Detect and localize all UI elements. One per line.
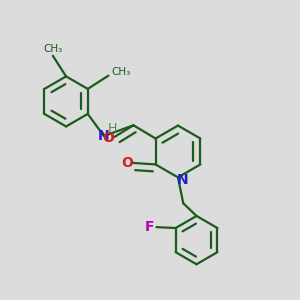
Text: CH₃: CH₃ bbox=[111, 67, 130, 77]
Text: CH₃: CH₃ bbox=[43, 44, 62, 54]
Text: H: H bbox=[107, 122, 117, 135]
Text: N: N bbox=[98, 129, 110, 143]
Text: N: N bbox=[177, 173, 188, 187]
Text: F: F bbox=[145, 220, 155, 234]
Text: O: O bbox=[122, 156, 134, 170]
Text: O: O bbox=[102, 131, 114, 145]
